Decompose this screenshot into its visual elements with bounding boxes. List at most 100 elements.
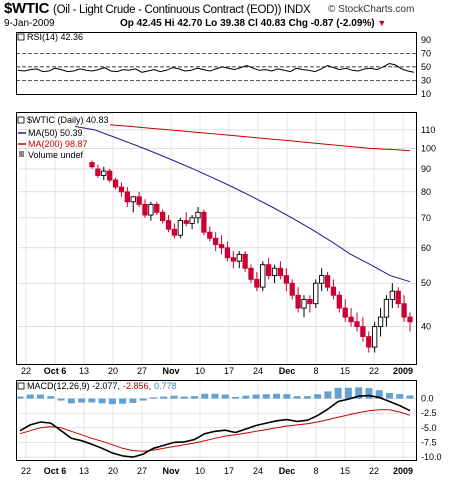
macd-tick-label: -2.5 [421, 408, 437, 418]
macd-panel [16, 380, 417, 461]
volume-legend-swatch [19, 151, 24, 157]
macd-histogram [16, 387, 414, 405]
macd-tick-label: -10.0 [421, 452, 442, 462]
candle-body [283, 275, 289, 284]
histogram-bar [37, 394, 45, 399]
candle-body [377, 316, 384, 328]
price-tick-label: 70 [421, 213, 431, 223]
x-tick-label: 22 [369, 466, 379, 476]
x-tick-label: 10 [195, 366, 205, 376]
open-value: Op 42.45 [120, 18, 162, 29]
candle-body [372, 326, 378, 348]
macd-legend: MACD(12,26,9) -2.077, -2.856, 0.778 [27, 381, 177, 391]
x-tick-label: 27 [137, 366, 147, 376]
macd-tick-label: 0.0 [421, 394, 434, 404]
candle-body [171, 228, 178, 236]
histogram-bar [119, 398, 127, 404]
candle-body [118, 186, 125, 193]
low-value: Lo 39.38 [205, 18, 246, 29]
price-tick-label: 100 [421, 143, 436, 153]
rsi-panel [16, 32, 417, 95]
candle-body [307, 298, 313, 305]
histogram-bar [47, 396, 55, 399]
candle-body [407, 316, 413, 323]
histogram-bar [201, 393, 209, 399]
histogram-bar [242, 395, 250, 399]
rsi-grid [16, 52, 416, 81]
candle-body [330, 286, 337, 296]
signal-line [19, 409, 411, 452]
x-tick-label: 22 [21, 366, 31, 376]
candle-body [266, 264, 272, 277]
histogram-bar [385, 392, 393, 399]
x-axis-ticks: 22 22 Oct 6 Oct 6 13 13 20 20 27 27 Nov Nov 10 10 17 17… [21, 366, 413, 476]
candle-body [95, 168, 101, 176]
histogram-bar [293, 396, 301, 399]
candle-body [101, 170, 107, 176]
histogram-bar [221, 394, 229, 399]
x-tick-label: 17 [224, 366, 234, 376]
macd-line [19, 394, 411, 458]
candle-body [289, 282, 295, 296]
high-value: Hi 42.70 [164, 18, 203, 29]
down-arrow-icon: ▼ [377, 18, 387, 28]
price-candles [89, 160, 413, 353]
candle-body [136, 196, 142, 205]
chart-title: $WTIC (Oil - Light Crude - Continuous Co… [4, 0, 311, 17]
x-tick-label: Nov [162, 366, 179, 376]
histogram-bar [129, 398, 137, 403]
histogram-bar [190, 396, 198, 399]
histogram-bar [16, 396, 24, 399]
candle-body [224, 247, 231, 259]
price-tick-label: 110 [421, 125, 435, 135]
x-tick-label: 17 [224, 466, 234, 476]
macd-legend-hist: 0.778 [154, 381, 177, 391]
x-tick-label: 8 [313, 366, 318, 376]
brand-logo[interactable]: © StockCharts.com [328, 4, 415, 15]
volume-legend: Volume undef [28, 150, 84, 160]
histogram-bar [396, 394, 404, 399]
candle-body [201, 211, 207, 233]
x-tick-label: Dec [279, 366, 296, 376]
candle-body [342, 307, 348, 318]
histogram-bar [170, 395, 178, 399]
candle-body [354, 321, 360, 328]
histogram-bar [67, 398, 75, 404]
rsi-tick-label: 50 [421, 62, 431, 72]
x-tick-label: 15 [340, 466, 350, 476]
rsi-tick-label: 10 [421, 89, 431, 99]
candle-body [260, 264, 266, 288]
candle-body [248, 267, 254, 280]
rsi-tick-label: 70 [421, 48, 431, 58]
histogram-bar [232, 396, 240, 399]
candle-body [89, 162, 95, 168]
histogram-bar [273, 393, 281, 399]
price-tick-label: 90 [421, 164, 431, 174]
macd-lines [19, 394, 411, 458]
candle-body [277, 267, 284, 277]
candle-body [313, 282, 319, 305]
change-value: Chg -0.87 (-2.09%) [288, 18, 375, 29]
price-tick-label: 50 [421, 278, 431, 288]
x-tick-label: 13 [79, 366, 89, 376]
candle-body [254, 278, 260, 288]
x-tick-label: 20 [108, 366, 118, 376]
rsi-tick-label: 30 [421, 75, 431, 85]
x-tick-label: 24 [253, 466, 263, 476]
histogram-bar [98, 398, 106, 404]
ma50-legend: MA(50) 50.39 [28, 128, 83, 138]
histogram-bar [262, 394, 270, 399]
moving-averages [74, 124, 411, 283]
x-tick-label: Oct 6 [44, 466, 67, 476]
x-tick-label: 2009 [393, 466, 413, 476]
candle-body [336, 294, 342, 309]
histogram-bar [406, 395, 414, 399]
x-tick-label: 27 [137, 466, 147, 476]
price-panel [16, 112, 417, 365]
candle-body [319, 275, 325, 284]
ma200-line [109, 124, 411, 152]
close-value: Cl 40.83 [247, 18, 286, 29]
candle-body [154, 203, 160, 213]
price-tick-label: 80 [421, 187, 431, 197]
